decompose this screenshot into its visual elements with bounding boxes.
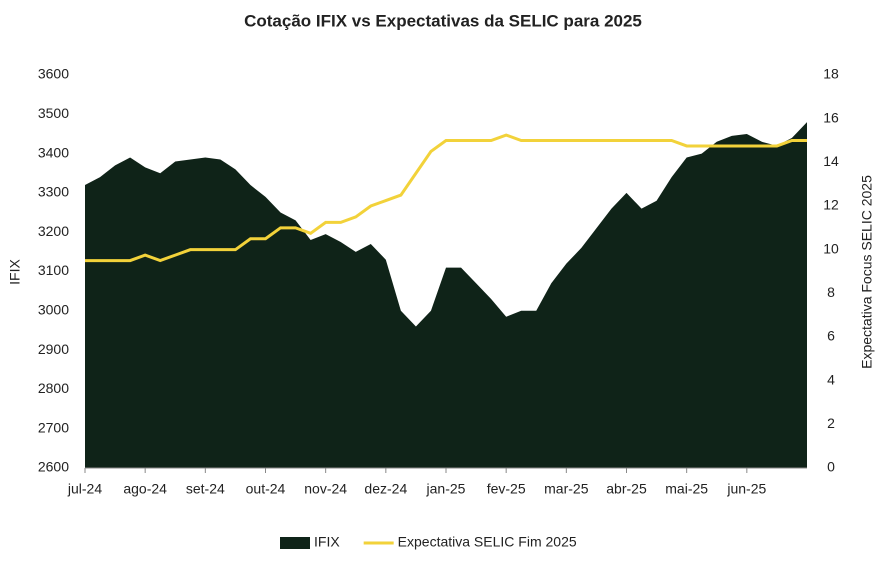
y2-tick-label: 10: [823, 240, 839, 256]
x-tick-label: nov-24: [304, 481, 347, 497]
x-tick-label: mai-25: [665, 481, 708, 497]
y-tick-label: 2800: [38, 380, 69, 396]
y2-tick-label: 2: [827, 415, 835, 431]
x-tick-label: abr-25: [606, 481, 647, 497]
y2-tick-label: 14: [823, 153, 839, 169]
x-tick-label: jun-25: [726, 481, 766, 497]
legend-label: IFIX: [314, 534, 340, 550]
y2-tick-label: 12: [823, 197, 839, 213]
y2-axis-label: Expectativa Focus SELIC 2025: [859, 175, 875, 369]
y-tick-label: 3300: [38, 184, 69, 200]
y2-tick-label: 16: [823, 109, 839, 125]
y-tick-label: 3600: [38, 66, 69, 82]
y-tick-label: 3000: [38, 302, 69, 318]
x-tick-label: mar-25: [544, 481, 589, 497]
legend-label: Expectativa SELIC Fim 2025: [398, 534, 577, 550]
y-tick-label: 2600: [38, 459, 69, 475]
line: [85, 133, 807, 263]
legend-swatch: [280, 537, 310, 549]
y-tick-label: 3400: [38, 144, 69, 160]
y-tick-label: 3500: [38, 105, 69, 121]
x-tick-label: dez-24: [364, 481, 407, 497]
x-tick-label: out-24: [246, 481, 286, 497]
y2-tick-label: 0: [827, 459, 835, 475]
chart-title: Cotação IFIX vs Expectativas da SELIC pa…: [244, 11, 642, 30]
x-tick-label: fev-25: [487, 481, 526, 497]
x-tick-label: ago-24: [123, 481, 167, 497]
y-tick-label: 2900: [38, 341, 69, 357]
x-tick-label: jul-24: [67, 481, 102, 497]
y-axis-label: IFIX: [7, 259, 23, 285]
y2-tick-label: 8: [827, 284, 835, 300]
x-tick-label: set-24: [186, 481, 225, 497]
y-tick-label: 3100: [38, 262, 69, 278]
y2-tick-label: 6: [827, 328, 835, 344]
y2-tick-label: 4: [827, 371, 835, 387]
y-tick-label: 3200: [38, 223, 69, 239]
y2-tick-label: 18: [823, 66, 839, 82]
x-tick-label: jan-25: [426, 481, 466, 497]
y-tick-label: 2700: [38, 419, 69, 435]
area: [85, 122, 807, 468]
